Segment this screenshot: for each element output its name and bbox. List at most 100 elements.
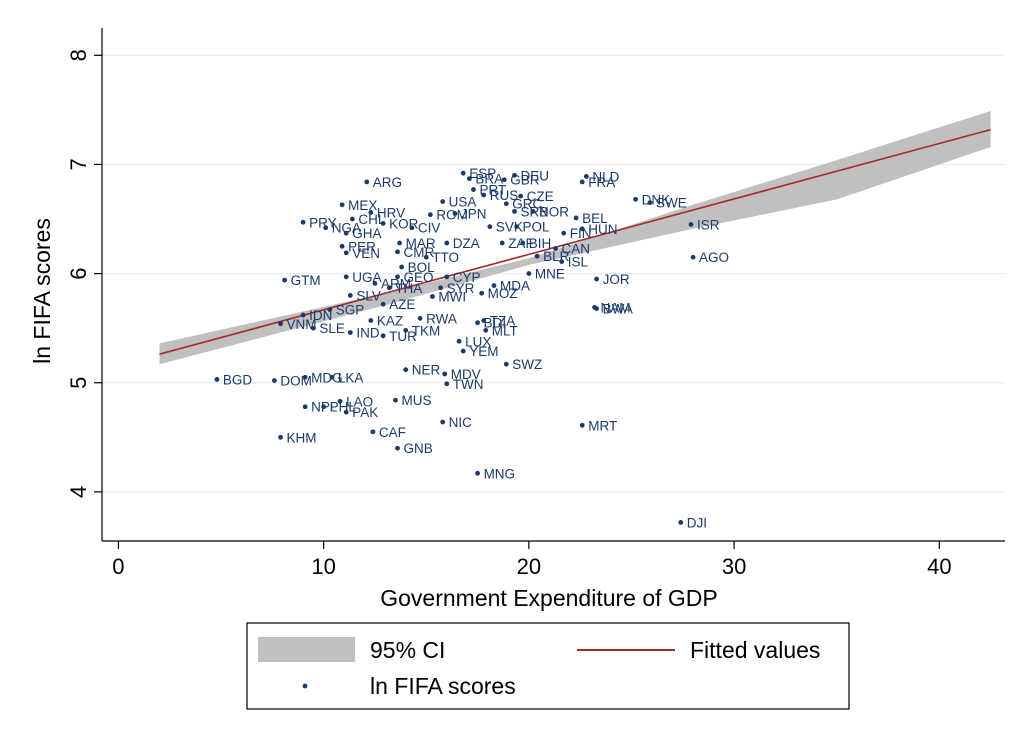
- point-label-RUS: RUS: [490, 188, 519, 203]
- y-tick-label-5: 5: [66, 377, 91, 389]
- point-LKA: [329, 374, 335, 380]
- point-label-POL: POL: [523, 220, 551, 235]
- point-ARM: [372, 281, 378, 286]
- x-tick-label-30: 30: [722, 554, 746, 579]
- point-label-BOL: BOL: [408, 260, 436, 275]
- point-label-CMR: CMR: [404, 245, 435, 260]
- point-CAF: [370, 429, 376, 435]
- point-LAO: [337, 398, 343, 404]
- point-label-VNM: VNM: [287, 317, 317, 332]
- legend-points-label: ln FIFA scores: [370, 673, 516, 699]
- point-TTO: [423, 254, 429, 260]
- point-IDN: [300, 312, 306, 318]
- point-label-GEO: GEO: [404, 270, 434, 285]
- point-GTM: [282, 277, 288, 283]
- point-label-IDN: IDN: [309, 308, 332, 323]
- point-THA: [386, 285, 392, 291]
- point-label-NLD: NLD: [592, 169, 619, 184]
- fit-line-layer: [159, 128, 991, 355]
- ci-band: [159, 111, 991, 365]
- point-BEL: [573, 215, 579, 221]
- point-TZA: [481, 318, 487, 323]
- point-label-BEL: BEL: [582, 211, 608, 226]
- point-TWN: [444, 381, 450, 387]
- point-label-THA: THA: [395, 281, 422, 296]
- point-label-MDV: MDV: [451, 367, 481, 382]
- point-POL: [514, 224, 519, 230]
- point-label-ROM: ROM: [436, 208, 468, 223]
- x-tick-label-0: 0: [112, 554, 124, 579]
- point-label-GBR: GBR: [510, 173, 540, 188]
- point-label-ESP: ESP: [469, 166, 496, 181]
- point-label-LUX: LUX: [465, 334, 491, 349]
- point-JOR: [594, 276, 599, 282]
- point-NGA: [323, 225, 329, 231]
- point-GNB: [395, 445, 400, 451]
- point-SWE: [647, 200, 653, 206]
- point-SWZ: [503, 361, 509, 367]
- point-HUN: [579, 226, 585, 232]
- point-label-USA: USA: [449, 195, 477, 210]
- point-IND: [347, 330, 353, 335]
- point-DEU: [512, 172, 517, 178]
- point-label-PRT: PRT: [479, 183, 506, 198]
- point-label-MLT: MLT: [492, 323, 518, 338]
- point-label-CYP: CYP: [453, 270, 481, 285]
- ci-band-layer: [159, 111, 991, 365]
- point-label-DJI: DJI: [687, 515, 707, 530]
- x-tick-label-10: 10: [311, 554, 335, 579]
- point-label-DEU: DEU: [521, 168, 550, 183]
- point-MDG: [302, 374, 308, 380]
- point-label-BLR: BLR: [543, 249, 570, 264]
- point-label-MNG: MNG: [484, 466, 516, 481]
- point-label-MUS: MUS: [401, 393, 431, 408]
- point-BLR: [534, 253, 540, 259]
- point-label-GNB: GNB: [404, 441, 433, 456]
- point-KHM: [278, 434, 283, 440]
- point-label-GTM: GTM: [291, 273, 321, 288]
- point-AZE: [380, 301, 386, 307]
- y-tick-label-7: 7: [66, 158, 91, 170]
- point-SGP: [327, 307, 333, 313]
- point-label-UGA: UGA: [352, 270, 381, 285]
- tick-labels: 4 5 6 7 8 0 10 20 30 40: [66, 49, 952, 579]
- point-label-GHA: GHA: [352, 226, 381, 241]
- point-label-PRY: PRY: [309, 215, 337, 230]
- point-DOM: [271, 378, 277, 383]
- point-BGD: [214, 377, 220, 382]
- point-label-LKA: LKA: [338, 370, 364, 385]
- point-BIH: [520, 240, 526, 246]
- point-NIC: [440, 419, 446, 425]
- point-label-PHL: PHL: [330, 400, 357, 415]
- point-label-AZE: AZE: [389, 297, 415, 312]
- point-KOR: [380, 220, 386, 226]
- point-label-MNE: MNE: [535, 267, 565, 282]
- point-label-MRT: MRT: [588, 418, 617, 433]
- point-label-PER: PER: [348, 239, 376, 254]
- point-MOZ: [479, 290, 485, 296]
- point-MEX: [339, 202, 345, 208]
- point-label-KAZ: KAZ: [377, 314, 403, 329]
- point-label-MDG: MDG: [311, 370, 343, 385]
- point-label-BWA: BWA: [603, 302, 633, 317]
- point-SLE: [310, 325, 316, 331]
- point-RUS: [481, 192, 487, 198]
- point-MLT: [483, 327, 489, 333]
- point-label-JPN: JPN: [461, 207, 487, 222]
- point-label-BDI: BDI: [484, 316, 507, 331]
- point-NLD: [583, 174, 589, 179]
- point-label-TZA: TZA: [490, 314, 516, 329]
- point-label-CHL: CHL: [358, 212, 385, 227]
- point-label-SYR: SYR: [447, 281, 475, 296]
- point-CIV: [409, 225, 415, 231]
- point-YEM: [460, 348, 466, 354]
- point-label-DOM: DOM: [280, 374, 312, 389]
- point-label-KOR: KOR: [389, 216, 419, 231]
- point-UGA: [343, 274, 349, 280]
- legend-box: [246, 622, 850, 710]
- point-GHA: [343, 230, 349, 236]
- point-label-CIV: CIV: [418, 221, 441, 236]
- x-tick-label-40: 40: [927, 554, 951, 579]
- point-MWI: [430, 294, 435, 299]
